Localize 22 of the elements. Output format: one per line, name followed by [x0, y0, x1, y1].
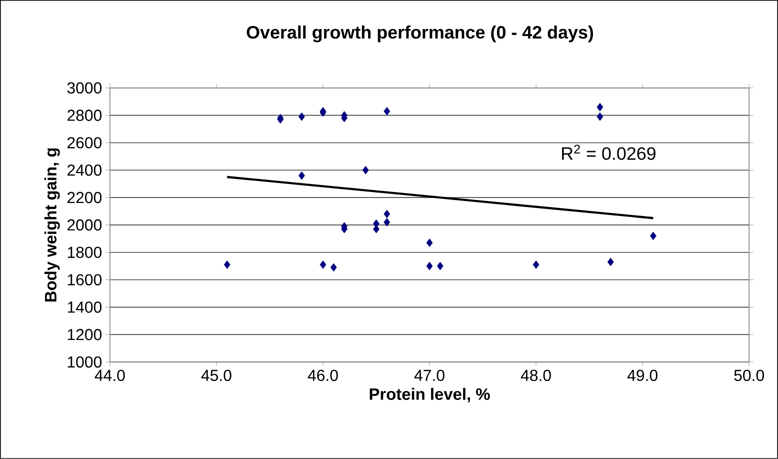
annotation: R$^{2}$ = 0.0269	[562, 144, 656, 160]
y-tick-label: 2000	[67, 219, 102, 231]
chart-title: Overall growth performance (0 - 42 days)	[246, 26, 594, 42]
y-tick-label: 2600	[67, 137, 102, 148]
x-tick-label: 48.0	[520, 370, 551, 382]
y-tick-label: 1000	[68, 356, 102, 368]
x-tick-label: 44.0	[94, 370, 125, 382]
x-tick-label: 45.0	[201, 370, 232, 382]
y-tick-label: 2400	[67, 164, 102, 176]
x-tick-label: 46.0	[308, 370, 338, 382]
y-tick-label: 3000	[67, 82, 102, 94]
y-tick-label: 1400	[68, 302, 102, 313]
y-tick-label: 2200	[67, 192, 102, 204]
y-tick-label: 1800	[68, 246, 102, 258]
y-tick-label: 2800	[67, 110, 102, 122]
x-tick-label: 49.0	[627, 370, 658, 382]
y-tick-label: 1600	[68, 274, 102, 286]
x-tick-label: 47.0	[414, 370, 444, 382]
x-tick-label: 50.0	[734, 370, 764, 382]
y-axis-title: Body weight gain, g	[44, 148, 60, 302]
x-axis-title: Protein level, %	[370, 388, 490, 402]
y-tick-label: 1200	[68, 328, 102, 340]
